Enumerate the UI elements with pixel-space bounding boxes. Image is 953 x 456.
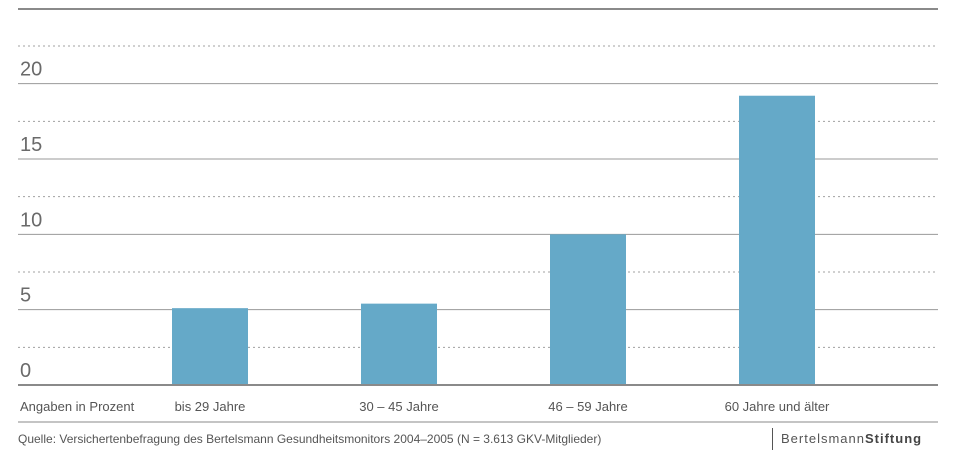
brand-bold: Stiftung: [864, 431, 923, 446]
bar: [361, 303, 437, 385]
y-tick-label: 15: [20, 134, 42, 156]
y-tick-label: 20: [20, 59, 42, 81]
bar: [739, 95, 815, 385]
y-tick-label: 5: [20, 285, 31, 307]
brand-logo: BertelsmannStiftung: [772, 428, 922, 450]
y-tick-label: 10: [20, 209, 42, 231]
x-category-labels: bis 29 Jahre 30 – 45 Jahre 46 – 59 Jahre 60…: [175, 399, 830, 414]
x-category-label: 30 – 45 Jahre: [359, 399, 439, 414]
y-tick-label: 0: [20, 360, 31, 382]
x-category-label: 46 – 59 Jahre: [548, 399, 628, 414]
y-axis-unit-label: Angaben in Prozent: [20, 399, 135, 414]
bars: [172, 95, 815, 385]
bar: [550, 234, 626, 385]
x-category-label: bis 29 Jahre: [175, 399, 246, 414]
source-note: Quelle: Versichertenbefragung des Bertel…: [18, 432, 602, 446]
brand-regular: Bertelsmann: [781, 431, 865, 446]
y-tick-labels: 0 5 10 15 20: [20, 59, 42, 382]
x-category-label: 60 Jahre und älter: [725, 399, 830, 414]
bar: [172, 308, 248, 385]
